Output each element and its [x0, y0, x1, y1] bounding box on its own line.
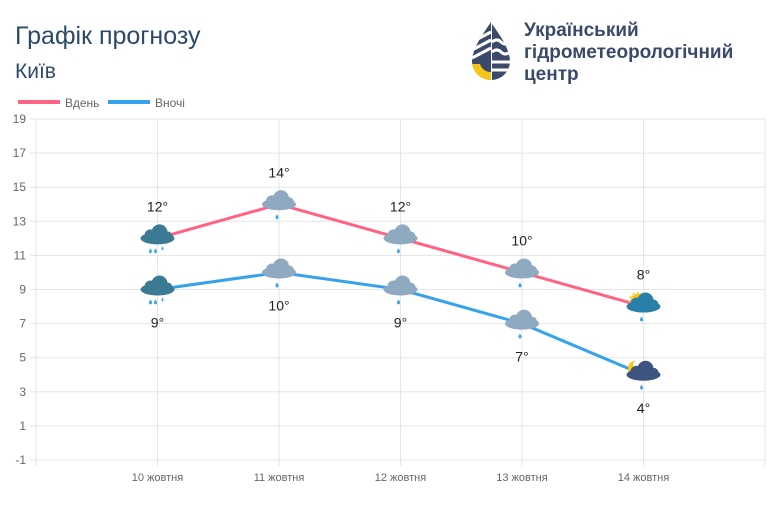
cloud-rain-icon	[262, 190, 296, 220]
y-tick-label: 11	[14, 248, 27, 262]
logo: Український гідрометеорологічний центр	[470, 20, 733, 86]
logo-line-1: Український	[524, 20, 639, 41]
logo-icon	[471, 22, 511, 81]
x-tick-label: 12 жовтня	[375, 472, 426, 484]
y-tick-label: 17	[13, 146, 27, 160]
y-tick-label: 5	[19, 351, 26, 365]
data-label: 12°	[390, 198, 411, 214]
data-label: 9°	[394, 315, 407, 331]
data-label: 4°	[637, 400, 650, 416]
y-tick-label: 19	[13, 112, 27, 126]
data-label: 10°	[511, 232, 532, 248]
cloud-rain-icon	[383, 224, 418, 254]
legend-label: Вдень	[65, 96, 99, 110]
cloud-rain-icon	[383, 275, 418, 305]
y-tick-label: 15	[13, 180, 27, 194]
y-tick-label: -1	[15, 453, 26, 467]
x-tick-label: 14 жовтня	[618, 472, 669, 484]
data-label: 10°	[268, 297, 289, 313]
logo-line-3: центр	[524, 64, 579, 85]
forecast-chart: Вдень Вночі 19 17 15 13 11 9 7 5 3 1 -1 10 жовтня 11 ж…	[13, 96, 766, 484]
page-title: Графік прогнозу	[15, 22, 201, 50]
sun-cloud-rain-icon	[626, 292, 661, 322]
y-tick-label: 9	[19, 283, 26, 297]
legend-swatch	[108, 100, 150, 104]
x-tick-label: 11 жовтня	[254, 472, 305, 484]
city-name: Київ	[15, 60, 56, 83]
cloud-rain-dark-icon	[140, 224, 175, 254]
legend-label: Вночі	[155, 96, 185, 110]
x-tick-label: 10 жовтня	[132, 472, 183, 484]
data-label: 9°	[151, 315, 164, 331]
legend-swatch	[18, 100, 60, 104]
y-tick-label: 7	[19, 317, 26, 331]
cloud-rain-dark-icon	[140, 275, 175, 305]
y-tick-label: 1	[19, 419, 26, 433]
data-label: 8°	[637, 267, 650, 283]
logo-line-2: гідрометеорологічний	[524, 42, 734, 63]
data-label: 7°	[515, 349, 528, 365]
y-tick-label: 3	[19, 385, 26, 399]
cloud-rain-icon	[505, 258, 539, 288]
x-tick-label: 13 жовтня	[496, 472, 547, 484]
moon-cloud-rain-icon	[626, 360, 661, 390]
data-label: 12°	[147, 198, 168, 214]
data-label: 14°	[268, 164, 289, 180]
cloud-rain-icon	[262, 258, 296, 288]
y-tick-label: 13	[13, 214, 27, 228]
cloud-rain-icon	[505, 309, 539, 339]
